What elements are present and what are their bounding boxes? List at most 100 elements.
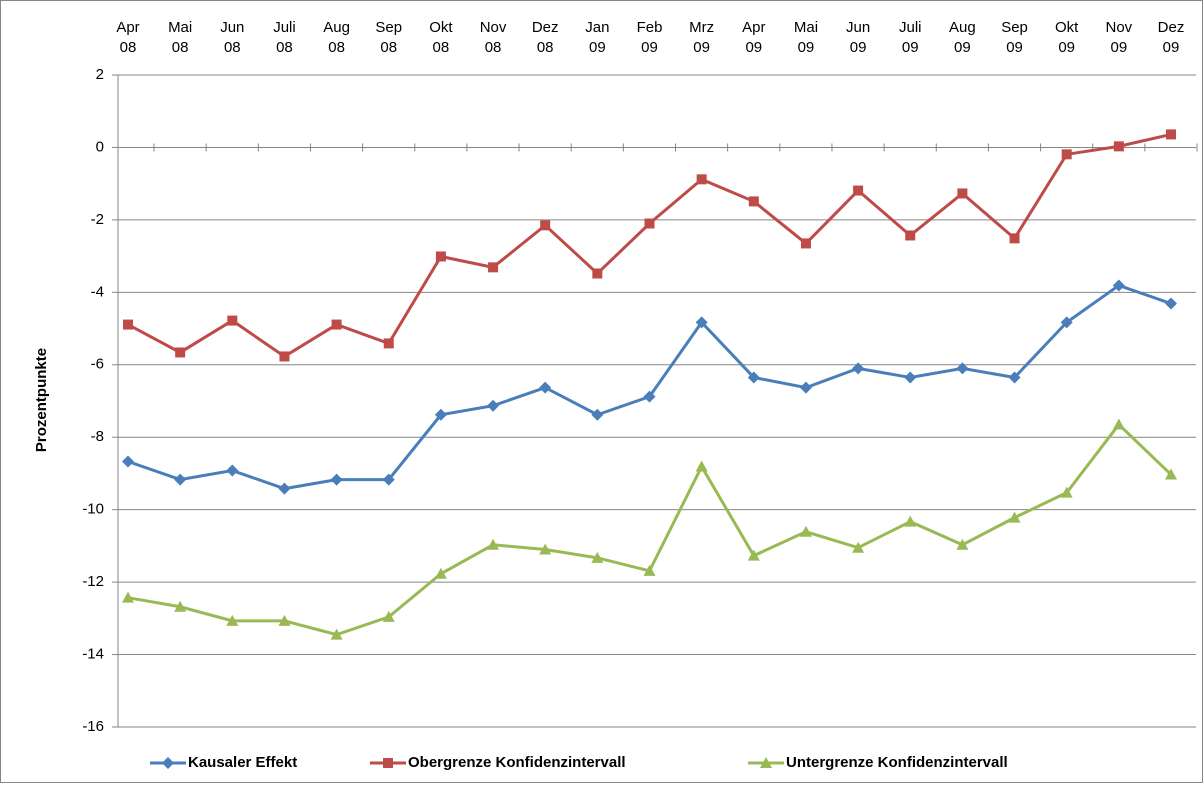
point xyxy=(331,319,342,330)
x-tick-label: Jun 08 xyxy=(220,19,244,56)
point xyxy=(382,473,395,486)
point xyxy=(643,390,656,403)
point xyxy=(1060,316,1073,329)
point xyxy=(1008,371,1021,384)
point xyxy=(748,196,759,207)
point xyxy=(226,614,239,626)
y-tick-label: 0 xyxy=(96,138,104,155)
point xyxy=(1008,511,1021,523)
x-tick-label: Juli 08 xyxy=(273,19,296,56)
point xyxy=(488,262,499,273)
point xyxy=(1112,279,1125,292)
legend-label: Untergrenze Konfidenzintervall xyxy=(786,754,1008,771)
point xyxy=(123,319,133,330)
x-tick-label: Okt 09 xyxy=(1055,19,1079,56)
point xyxy=(957,188,968,199)
point xyxy=(330,473,343,486)
point xyxy=(696,174,707,185)
point xyxy=(540,220,551,231)
x-tick-label: Apr 09 xyxy=(742,19,765,56)
point xyxy=(591,551,604,563)
y-tick-label: -6 xyxy=(91,356,104,373)
y-tick-label: -16 xyxy=(82,718,104,735)
x-tick-label: Nov 09 xyxy=(1106,19,1133,56)
point xyxy=(1165,297,1177,310)
x-tick-label: Nov 08 xyxy=(480,19,507,56)
point xyxy=(956,362,969,375)
point xyxy=(175,347,186,358)
point xyxy=(539,381,552,394)
point xyxy=(434,567,447,579)
point xyxy=(695,316,708,329)
point xyxy=(644,218,655,229)
point xyxy=(760,757,772,768)
point xyxy=(1165,468,1177,480)
x-tick-label: Jan 09 xyxy=(585,19,609,56)
y-tick-label: -4 xyxy=(91,283,104,300)
point xyxy=(122,591,134,603)
point xyxy=(1060,486,1073,498)
point xyxy=(800,238,811,249)
point xyxy=(747,549,760,561)
x-tick-label: Dez 09 xyxy=(1158,19,1185,56)
point xyxy=(1061,149,1072,160)
point xyxy=(591,408,604,421)
x-tick-label: Apr 08 xyxy=(116,19,139,56)
point xyxy=(278,482,291,495)
point xyxy=(122,455,134,468)
point xyxy=(799,525,812,537)
point xyxy=(853,185,864,196)
y-tick-label: -8 xyxy=(91,428,104,445)
x-tick-label: Jun 09 xyxy=(846,19,870,56)
point xyxy=(904,515,917,527)
point xyxy=(226,464,239,477)
point xyxy=(852,541,865,553)
x-tick-label: Mai 09 xyxy=(794,19,818,56)
point xyxy=(383,758,393,768)
point xyxy=(227,315,238,326)
legend-label: Kausaler Effekt xyxy=(188,754,297,771)
point xyxy=(643,564,656,576)
point xyxy=(904,371,917,384)
point xyxy=(592,268,603,279)
x-tick-label: Feb 09 xyxy=(637,19,663,56)
point xyxy=(799,381,812,394)
x-tick-label: Juli 09 xyxy=(899,19,922,56)
y-tick-label: -2 xyxy=(91,211,104,228)
y-tick-label: 2 xyxy=(96,66,104,83)
point xyxy=(435,251,446,262)
x-tick-label: Mrz 09 xyxy=(689,19,714,56)
point xyxy=(162,757,174,769)
legend-label: Obergrenze Konfidenzintervall xyxy=(408,754,626,771)
y-axis-label: Prozentpunkte xyxy=(33,348,50,452)
point xyxy=(695,460,708,472)
point xyxy=(747,371,760,384)
x-tick-label: Mai 08 xyxy=(168,19,192,56)
point xyxy=(905,230,916,241)
y-tick-label: -10 xyxy=(82,501,104,518)
point xyxy=(278,614,291,626)
y-tick-label: -14 xyxy=(82,646,104,663)
point xyxy=(539,543,552,555)
point xyxy=(279,351,290,362)
point xyxy=(434,408,447,421)
x-tick-label: Aug 08 xyxy=(323,19,350,56)
x-tick-label: Sep 09 xyxy=(1001,19,1028,56)
point xyxy=(956,538,969,550)
point xyxy=(1113,141,1124,152)
point xyxy=(1112,418,1125,430)
point xyxy=(1166,129,1176,140)
point xyxy=(174,600,187,612)
point xyxy=(1009,233,1020,244)
point xyxy=(383,338,394,349)
point xyxy=(382,610,395,622)
point xyxy=(852,362,865,375)
point xyxy=(330,628,343,640)
x-tick-label: Okt 08 xyxy=(429,19,453,56)
point xyxy=(487,399,500,412)
x-tick-label: Aug 09 xyxy=(949,19,976,56)
x-tick-label: Sep 08 xyxy=(375,19,402,56)
point xyxy=(174,473,187,486)
